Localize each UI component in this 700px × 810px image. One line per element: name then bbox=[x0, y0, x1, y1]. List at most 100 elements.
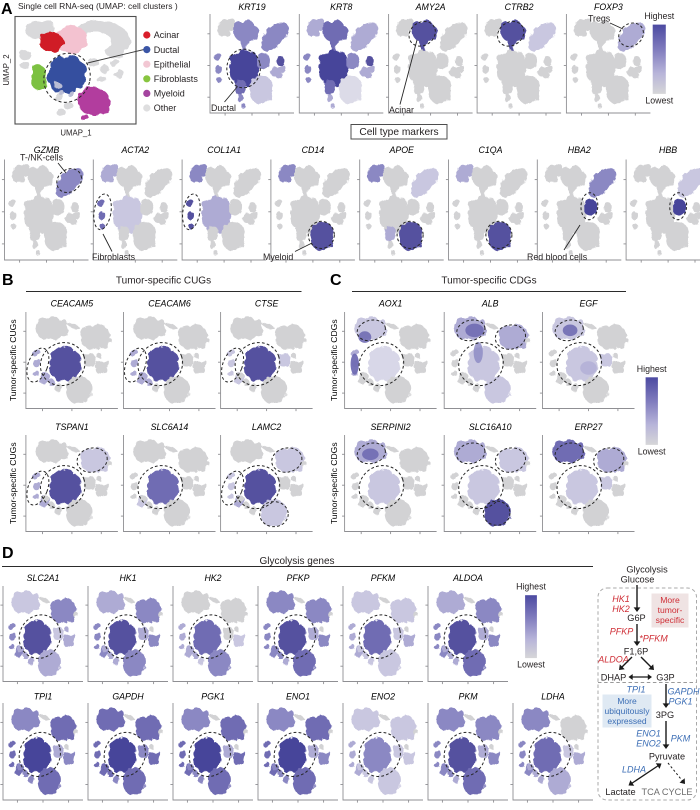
svg-text:AOX1: AOX1 bbox=[378, 299, 403, 309]
svg-text:Tumor-specific CUGs: Tumor-specific CUGs bbox=[116, 276, 211, 287]
svg-text:DHAP: DHAP bbox=[601, 673, 627, 683]
svg-text:HBB: HBB bbox=[659, 145, 677, 155]
svg-text:More: More bbox=[617, 696, 637, 706]
svg-text:ENO1: ENO1 bbox=[286, 692, 310, 702]
svg-text:specific: specific bbox=[656, 615, 685, 625]
svg-text:Acinar: Acinar bbox=[154, 30, 180, 40]
svg-text:tumor-: tumor- bbox=[658, 605, 683, 615]
svg-text:Red blood cells: Red blood cells bbox=[527, 252, 588, 262]
svg-text:F1,6P: F1,6P bbox=[624, 647, 649, 657]
svg-text:KRT8: KRT8 bbox=[330, 2, 352, 12]
svg-text:SLC2A1: SLC2A1 bbox=[27, 573, 60, 583]
svg-text:Lowest: Lowest bbox=[517, 660, 545, 670]
svg-text:Single cell RNA-seq (UMAP: cel: Single cell RNA-seq (UMAP: cell clusters… bbox=[18, 1, 178, 11]
svg-text:PFKP: PFKP bbox=[610, 627, 634, 637]
svg-text:CEACAM6: CEACAM6 bbox=[148, 299, 191, 309]
svg-text:C: C bbox=[330, 272, 342, 289]
svg-text:Lowest: Lowest bbox=[645, 95, 673, 105]
svg-text:Ductal: Ductal bbox=[211, 103, 236, 113]
svg-text:ALDOA: ALDOA bbox=[597, 655, 629, 665]
svg-text:Highest: Highest bbox=[516, 582, 546, 592]
svg-text:Tumor-specific CDGs: Tumor-specific CDGs bbox=[329, 319, 339, 401]
svg-text:ENO2: ENO2 bbox=[371, 692, 395, 702]
svg-text:Myeloid: Myeloid bbox=[263, 252, 293, 262]
svg-text:Tumor-specific CDGs: Tumor-specific CDGs bbox=[441, 276, 536, 287]
svg-text:PKM: PKM bbox=[458, 692, 478, 702]
svg-text:C1QA: C1QA bbox=[479, 145, 503, 155]
svg-text:B: B bbox=[2, 272, 14, 289]
svg-text:TCA CYCLE: TCA CYCLE bbox=[642, 787, 693, 797]
svg-text:Tregs: Tregs bbox=[588, 14, 611, 24]
svg-text:PFKP: PFKP bbox=[287, 573, 310, 583]
svg-text:COL1A1: COL1A1 bbox=[207, 145, 241, 155]
svg-text:ENO1: ENO1 bbox=[636, 729, 661, 739]
svg-text:Lactate: Lactate bbox=[605, 787, 635, 797]
svg-text:HK1: HK1 bbox=[612, 594, 630, 604]
svg-text:Pyruvate: Pyruvate bbox=[649, 752, 685, 762]
svg-text:PGK1: PGK1 bbox=[201, 692, 225, 702]
svg-text:KRT19: KRT19 bbox=[238, 2, 265, 12]
svg-text:HBA2: HBA2 bbox=[568, 145, 591, 155]
svg-text:Highest: Highest bbox=[644, 11, 674, 21]
svg-text:GZMB: GZMB bbox=[34, 145, 60, 155]
svg-text:Tumor-specific CUGs: Tumor-specific CUGs bbox=[8, 442, 18, 524]
svg-text:ubiquitously: ubiquitously bbox=[605, 706, 651, 716]
svg-text:HK2: HK2 bbox=[204, 573, 221, 583]
svg-text:TPI1: TPI1 bbox=[626, 685, 645, 695]
svg-text:UMAP_2: UMAP_2 bbox=[2, 54, 11, 85]
svg-text:FOXP3: FOXP3 bbox=[594, 2, 623, 12]
svg-text:Glucose: Glucose bbox=[621, 575, 655, 585]
svg-text:Tumor-specific CUGs: Tumor-specific CUGs bbox=[8, 319, 18, 401]
svg-text:UMAP_1: UMAP_1 bbox=[60, 129, 91, 138]
svg-text:EGF: EGF bbox=[579, 299, 598, 309]
svg-text:Myeloid: Myeloid bbox=[154, 89, 185, 99]
svg-text:LDHA: LDHA bbox=[622, 765, 646, 775]
svg-text:ERP27: ERP27 bbox=[575, 422, 604, 432]
svg-text:Fibroblasts: Fibroblasts bbox=[154, 74, 199, 84]
svg-text:HK1: HK1 bbox=[119, 573, 136, 583]
svg-text:D: D bbox=[2, 545, 14, 562]
svg-text:PGK1: PGK1 bbox=[668, 697, 692, 707]
svg-text:GAPDH: GAPDH bbox=[112, 692, 144, 702]
svg-text:LDHA: LDHA bbox=[541, 692, 565, 702]
svg-text:G3P: G3P bbox=[656, 673, 674, 683]
svg-text:ACTA2: ACTA2 bbox=[120, 145, 149, 155]
svg-text:SLC16A10: SLC16A10 bbox=[469, 422, 512, 432]
svg-text:Acinar: Acinar bbox=[389, 105, 414, 115]
svg-text:More: More bbox=[660, 595, 680, 605]
svg-text:AMY2A: AMY2A bbox=[415, 2, 446, 12]
svg-text:TPI1: TPI1 bbox=[34, 692, 53, 702]
svg-text:HK2: HK2 bbox=[612, 604, 630, 614]
svg-text:ALDOA: ALDOA bbox=[452, 573, 483, 583]
svg-text:PKM: PKM bbox=[671, 734, 691, 744]
svg-text:APOE: APOE bbox=[388, 145, 414, 155]
svg-text:CEACAM5: CEACAM5 bbox=[51, 299, 94, 309]
svg-text:A: A bbox=[1, 1, 13, 18]
svg-text:Ductal: Ductal bbox=[154, 45, 180, 55]
svg-text:T-/NK-cells: T-/NK-cells bbox=[20, 153, 64, 163]
svg-text:Epithelial: Epithelial bbox=[154, 59, 191, 69]
svg-text:Highest: Highest bbox=[637, 364, 667, 374]
svg-text:ENO2: ENO2 bbox=[636, 739, 661, 749]
svg-text:CTRB2: CTRB2 bbox=[505, 2, 534, 12]
svg-text:*PFKM: *PFKM bbox=[639, 634, 668, 644]
svg-text:Lowest: Lowest bbox=[638, 446, 666, 456]
svg-text:G6P: G6P bbox=[627, 613, 645, 623]
svg-text:ALB: ALB bbox=[481, 299, 499, 309]
svg-text:CD14: CD14 bbox=[302, 145, 325, 155]
svg-text:expressed: expressed bbox=[607, 716, 646, 726]
svg-text:Tumor-specific CDGs: Tumor-specific CDGs bbox=[329, 442, 339, 524]
svg-text:Glycolysis genes: Glycolysis genes bbox=[259, 556, 334, 567]
svg-text:Other: Other bbox=[154, 103, 177, 113]
svg-text:SLC6A14: SLC6A14 bbox=[151, 422, 189, 432]
svg-text:Glycolysis: Glycolysis bbox=[626, 565, 668, 575]
svg-text:3PG: 3PG bbox=[656, 710, 674, 720]
svg-text:Cell type markers: Cell type markers bbox=[359, 127, 438, 138]
svg-text:CTSE: CTSE bbox=[255, 299, 279, 309]
svg-text:TSPAN1: TSPAN1 bbox=[55, 422, 89, 432]
svg-text:LAMC2: LAMC2 bbox=[252, 422, 281, 432]
svg-text:SERPINI2: SERPINI2 bbox=[371, 422, 411, 432]
svg-text:Fibroblasts: Fibroblasts bbox=[92, 252, 136, 262]
svg-text:PFKM: PFKM bbox=[371, 573, 396, 583]
svg-text:GAPDH: GAPDH bbox=[667, 687, 700, 697]
